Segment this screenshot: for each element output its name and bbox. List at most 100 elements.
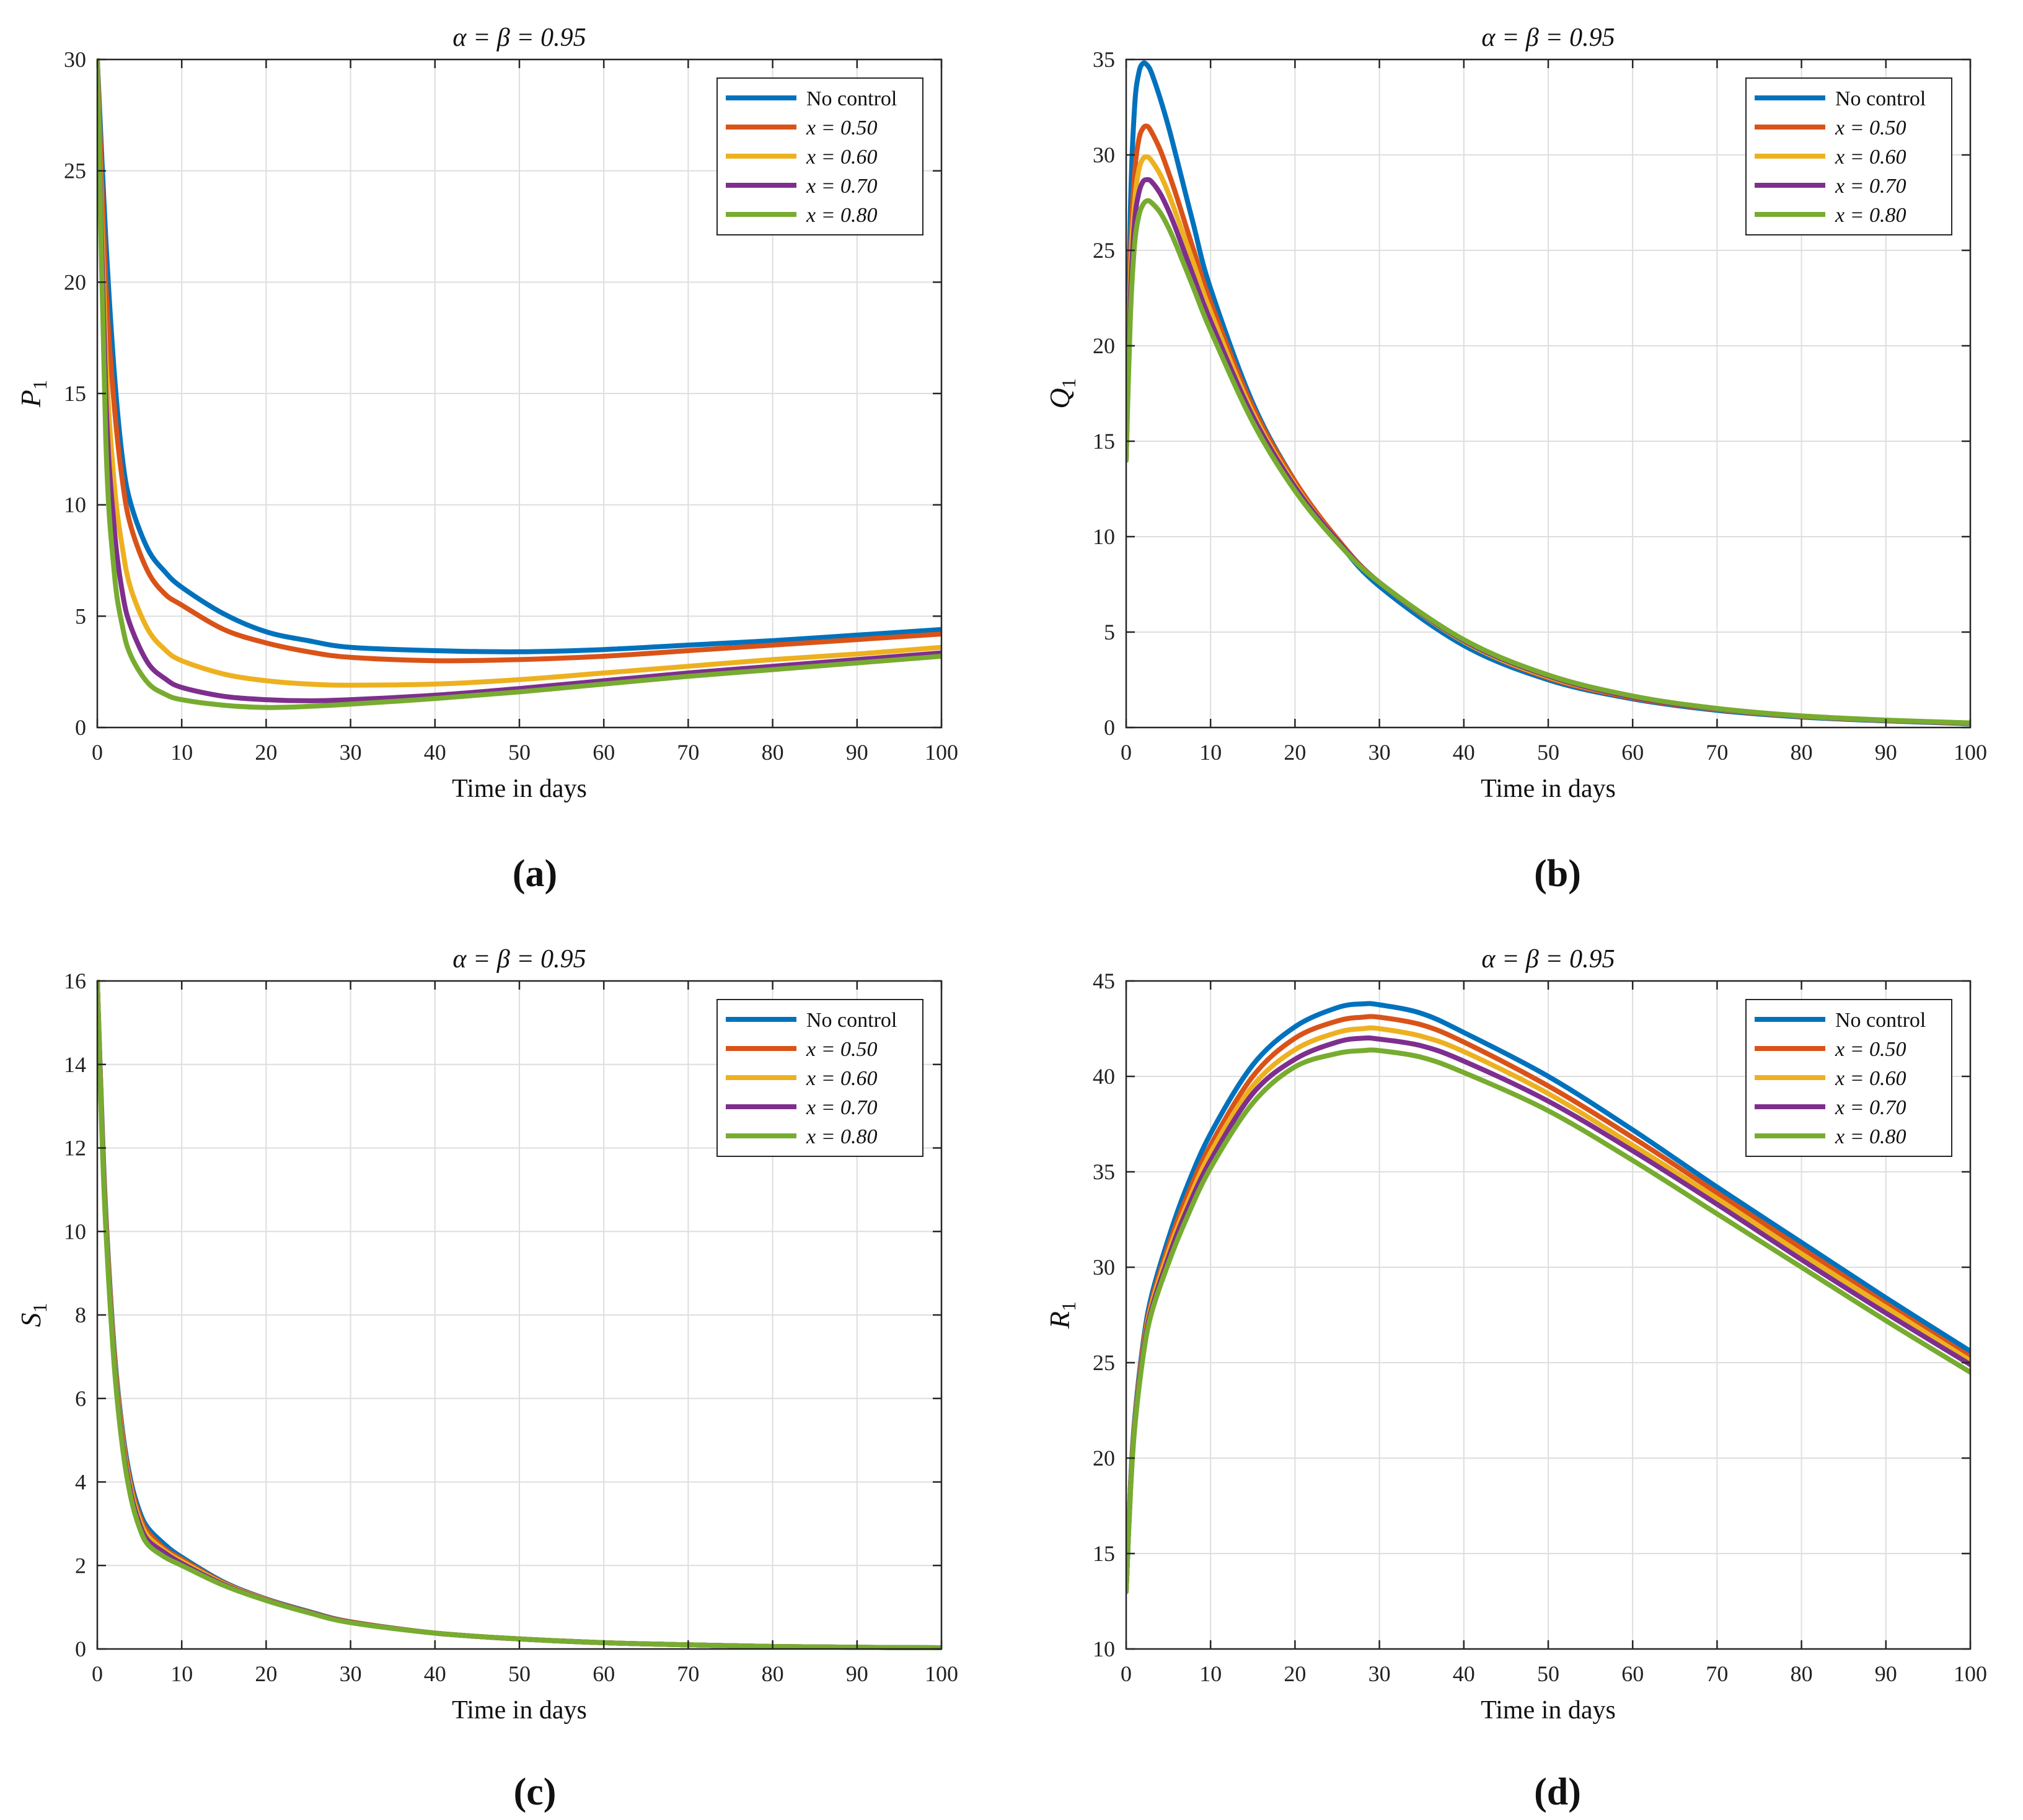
chart-title: α = β = 0.95	[1481, 945, 1615, 974]
legend-label-2: x = 0.60	[1835, 1067, 1906, 1090]
legend-label-3: x = 0.70	[806, 1096, 878, 1119]
y-axis-label: Q1	[1044, 378, 1080, 408]
legend-label-4: x = 0.80	[1835, 1125, 1906, 1148]
x-axis-label: Time in days	[1481, 775, 1616, 803]
legend-label-1: x = 0.50	[1835, 116, 1906, 139]
y-tick-label: 45	[1093, 969, 1115, 993]
x-axis-label: Time in days	[452, 775, 587, 803]
legend-label-2: x = 0.60	[1835, 146, 1906, 169]
y-axis-label: R1	[1044, 1301, 1080, 1329]
x-tick-label: 40	[424, 1661, 446, 1686]
legend-label-2: x = 0.60	[806, 1067, 878, 1090]
y-axis-label-sub: 1	[29, 1303, 51, 1313]
caption-a: (a)	[512, 853, 558, 895]
y-tick-label: 14	[64, 1052, 86, 1077]
x-tick-label: 100	[1954, 740, 1987, 765]
y-tick-label: 10	[1093, 1637, 1115, 1661]
x-axis-label: Time in days	[1481, 1696, 1616, 1725]
chart-d: 0 10 20 30 40 50 60 70 80 90 1001015202530354045α …	[1044, 945, 1987, 1725]
x-tick-label: 100	[925, 1661, 958, 1686]
y-axis-label: P1	[15, 380, 51, 408]
y-tick-label: 10	[64, 493, 86, 517]
y-tick-label: 16	[64, 969, 86, 993]
x-tick-label: 40	[424, 740, 446, 765]
legend-label-1: x = 0.50	[806, 1038, 878, 1061]
y-tick-label: 2	[75, 1553, 86, 1578]
x-tick-label: 60	[1621, 1661, 1644, 1686]
series-line-0	[97, 58, 941, 654]
y-tick-label: 25	[1093, 238, 1115, 263]
x-tick-label: 0	[1121, 1661, 1132, 1686]
series-line-2	[97, 58, 941, 688]
legend: No control x = 0.50 x = 0.60 x = 0.70 x = 0.…	[716, 77, 923, 235]
y-axis-label-sub: 1	[29, 380, 51, 390]
x-tick-label: 10	[170, 740, 193, 765]
x-tick-label: 20	[1284, 1661, 1306, 1686]
x-tick-label: 30	[1368, 740, 1391, 765]
legend-label-0: No control	[806, 87, 897, 110]
legend-label-3: x = 0.70	[806, 175, 878, 198]
y-tick-label: 30	[1093, 1255, 1115, 1280]
x-tick-label: 50	[1537, 1661, 1559, 1686]
x-tick-label: 80	[762, 740, 784, 765]
y-tick-label: 6	[75, 1386, 86, 1411]
y-axis-label-main: Q	[1044, 388, 1075, 408]
x-tick-label: 90	[846, 1661, 868, 1686]
chart-a: 0 10 20 30 40 50 60 70 80 90 100 0 5 10 15 20 25 30 α = β …	[15, 24, 958, 803]
x-axis-label: Time in days	[452, 1696, 587, 1725]
x-tick-label: 0	[1121, 740, 1132, 765]
x-tick-label: 30	[1368, 1661, 1391, 1686]
x-tick-label: 90	[1875, 740, 1897, 765]
series-line-4	[97, 58, 941, 710]
chart-title: α = β = 0.95	[452, 24, 586, 52]
caption-b: (b)	[1534, 853, 1581, 895]
x-tick-label: 70	[1706, 1661, 1728, 1686]
x-tick-label: 90	[1875, 1661, 1897, 1686]
x-tick-label: 90	[846, 740, 868, 765]
series-group	[1126, 60, 1970, 726]
series-line-3	[97, 58, 941, 703]
chart-b: 0 10 20 30 40 50 60 70 80 90 100 0 5 10 15 20 25 30 35 α = …	[1044, 24, 1987, 803]
x-tick-label: 20	[1284, 740, 1306, 765]
y-tick-label: 15	[1093, 429, 1115, 454]
x-tick-label: 60	[1621, 740, 1644, 765]
x-tick-label: 80	[1791, 740, 1813, 765]
chart-title: α = β = 0.95	[452, 945, 586, 974]
x-tick-label: 50	[508, 740, 531, 765]
y-axis-label-main: R	[1044, 1311, 1075, 1329]
legend-label-0: No control	[1835, 1009, 1926, 1032]
series-line-4	[1126, 1047, 1970, 1594]
legend-label-4: x = 0.80	[806, 1125, 878, 1148]
x-tick-label: 60	[593, 1661, 615, 1686]
y-tick-label: 20	[64, 270, 86, 294]
legend: No control x = 0.50 x = 0.60 x = 0.70 x = 0.…	[1745, 77, 1952, 235]
x-tick-label: 50	[508, 1661, 531, 1686]
y-tick-label: 10	[1093, 524, 1115, 549]
x-tick-label: 10	[170, 1661, 193, 1686]
x-tick-label: 0	[92, 1661, 103, 1686]
y-tick-label: 15	[1093, 1541, 1115, 1566]
y-tick-label: 35	[1093, 1159, 1115, 1184]
y-tick-label: 0	[75, 715, 86, 740]
y-tick-label: 25	[1093, 1350, 1115, 1375]
y-tick-label: 10	[64, 1219, 86, 1244]
x-tick-label: 40	[1453, 740, 1475, 765]
y-tick-label: 5	[75, 604, 86, 628]
y-tick-label: 30	[64, 47, 86, 72]
x-tick-label: 30	[340, 1661, 362, 1686]
y-tick-label: 4	[75, 1470, 86, 1495]
legend-label-4: x = 0.80	[806, 204, 878, 227]
caption-c: (c)	[513, 1771, 557, 1813]
x-tick-label: 80	[762, 1661, 784, 1686]
legend-label-2: x = 0.60	[806, 146, 878, 169]
legend-label-1: x = 0.50	[1835, 1038, 1906, 1061]
legend-label-0: No control	[806, 1009, 897, 1032]
legend-label-3: x = 0.70	[1835, 1096, 1906, 1119]
x-tick-label: 20	[255, 740, 277, 765]
x-tick-label: 30	[340, 740, 362, 765]
series-group	[1126, 1001, 1970, 1594]
y-axis-label-main: S	[15, 1313, 46, 1327]
chart-c: 0 10 20 30 40 50 60 70 80 90 100 0 2 4 6 8 10 12 14 16 α = β…	[15, 945, 958, 1725]
x-tick-label: 20	[255, 1661, 277, 1686]
